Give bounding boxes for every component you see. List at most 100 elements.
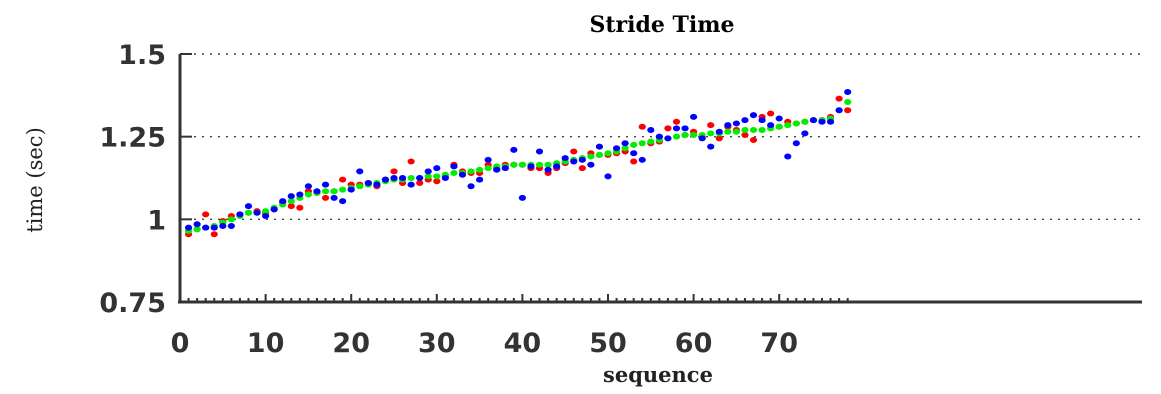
data-point xyxy=(407,175,415,181)
data-point xyxy=(664,135,672,142)
data-point xyxy=(510,161,518,168)
data-point xyxy=(578,156,586,163)
data-point xyxy=(476,166,484,173)
data-point xyxy=(458,171,467,178)
data-point xyxy=(304,191,312,198)
data-point xyxy=(364,179,372,186)
data-point xyxy=(621,140,629,147)
data-point xyxy=(407,158,415,165)
data-point xyxy=(715,128,723,135)
data-point xyxy=(484,156,492,163)
x-ticks: 0 10 20 30 40 50 60 70 xyxy=(171,294,849,359)
data-point xyxy=(518,161,527,168)
data-point xyxy=(527,163,535,170)
data-point xyxy=(638,140,646,147)
data-point xyxy=(655,133,663,140)
data-point xyxy=(844,98,852,105)
data-point xyxy=(784,122,792,129)
data-point xyxy=(767,110,775,117)
data-point xyxy=(193,226,201,233)
x-tick-label: 10 xyxy=(247,328,285,359)
data-point xyxy=(356,168,364,175)
data-point xyxy=(416,179,424,186)
data-point xyxy=(450,170,458,177)
data-point xyxy=(287,203,295,210)
data-point xyxy=(741,117,749,124)
data-point xyxy=(210,231,218,238)
data-point xyxy=(296,204,304,211)
data-point xyxy=(672,118,681,125)
data-point xyxy=(758,117,766,124)
data-point xyxy=(690,132,698,139)
data-point xyxy=(724,122,732,129)
data-point xyxy=(835,107,843,114)
data-point xyxy=(612,145,621,152)
data-point xyxy=(467,183,475,190)
data-point xyxy=(262,213,270,220)
y-tick-label: 1.5 xyxy=(118,40,166,71)
series-1 xyxy=(184,98,852,234)
data-point xyxy=(373,181,381,188)
data-point xyxy=(809,117,818,124)
data-point xyxy=(493,166,501,173)
data-point xyxy=(296,191,304,198)
data-point xyxy=(321,194,330,201)
data-point xyxy=(467,168,475,175)
data-point xyxy=(707,130,715,137)
data-point xyxy=(801,130,809,137)
data-point xyxy=(210,224,218,231)
data-point xyxy=(630,150,638,157)
x-tick-label: 70 xyxy=(760,328,798,359)
data-point xyxy=(604,173,612,180)
data-point xyxy=(381,176,390,183)
data-point xyxy=(193,221,201,228)
data-point xyxy=(638,156,646,163)
data-point xyxy=(570,158,578,165)
data-point xyxy=(664,125,672,132)
data-point xyxy=(398,175,407,181)
data-point xyxy=(826,118,835,125)
data-point xyxy=(518,194,527,201)
data-point xyxy=(561,155,569,162)
data-point xyxy=(801,118,809,125)
data-point xyxy=(313,188,321,195)
data-point xyxy=(433,173,441,180)
data-point xyxy=(304,183,312,190)
x-tick-label: 0 xyxy=(171,328,190,359)
data-point xyxy=(758,127,766,134)
data-point xyxy=(621,145,629,152)
data-point xyxy=(630,141,638,148)
data-point xyxy=(681,125,689,132)
data-point xyxy=(356,183,364,190)
y-tick-label: 1 xyxy=(147,205,166,236)
data-point xyxy=(835,95,843,102)
y-ticks: 0.75 1 1.25 1.5 xyxy=(99,40,192,319)
y-axis-label: time (sec) xyxy=(23,127,47,233)
data-point xyxy=(433,165,441,172)
data-point xyxy=(570,148,578,155)
data-point xyxy=(844,89,852,96)
data-point xyxy=(681,132,689,139)
data-point xyxy=(741,127,749,134)
data-point xyxy=(347,186,355,193)
data-point xyxy=(262,208,270,215)
data-point xyxy=(535,148,544,155)
data-point xyxy=(202,211,210,218)
data-point xyxy=(544,166,552,173)
data-point xyxy=(638,123,646,130)
data-point xyxy=(767,122,775,129)
data-point xyxy=(184,224,193,231)
axes xyxy=(178,54,1142,304)
data-point xyxy=(595,151,604,158)
data-point xyxy=(724,128,732,135)
data-point xyxy=(749,112,758,119)
data-point xyxy=(587,153,595,160)
data-point xyxy=(390,175,398,181)
chart-title: Stride Time xyxy=(589,12,734,38)
data-point xyxy=(501,165,509,172)
data-point xyxy=(535,161,544,168)
x-tick-label: 40 xyxy=(504,328,542,359)
data-point xyxy=(227,216,235,223)
data-point xyxy=(321,188,330,195)
